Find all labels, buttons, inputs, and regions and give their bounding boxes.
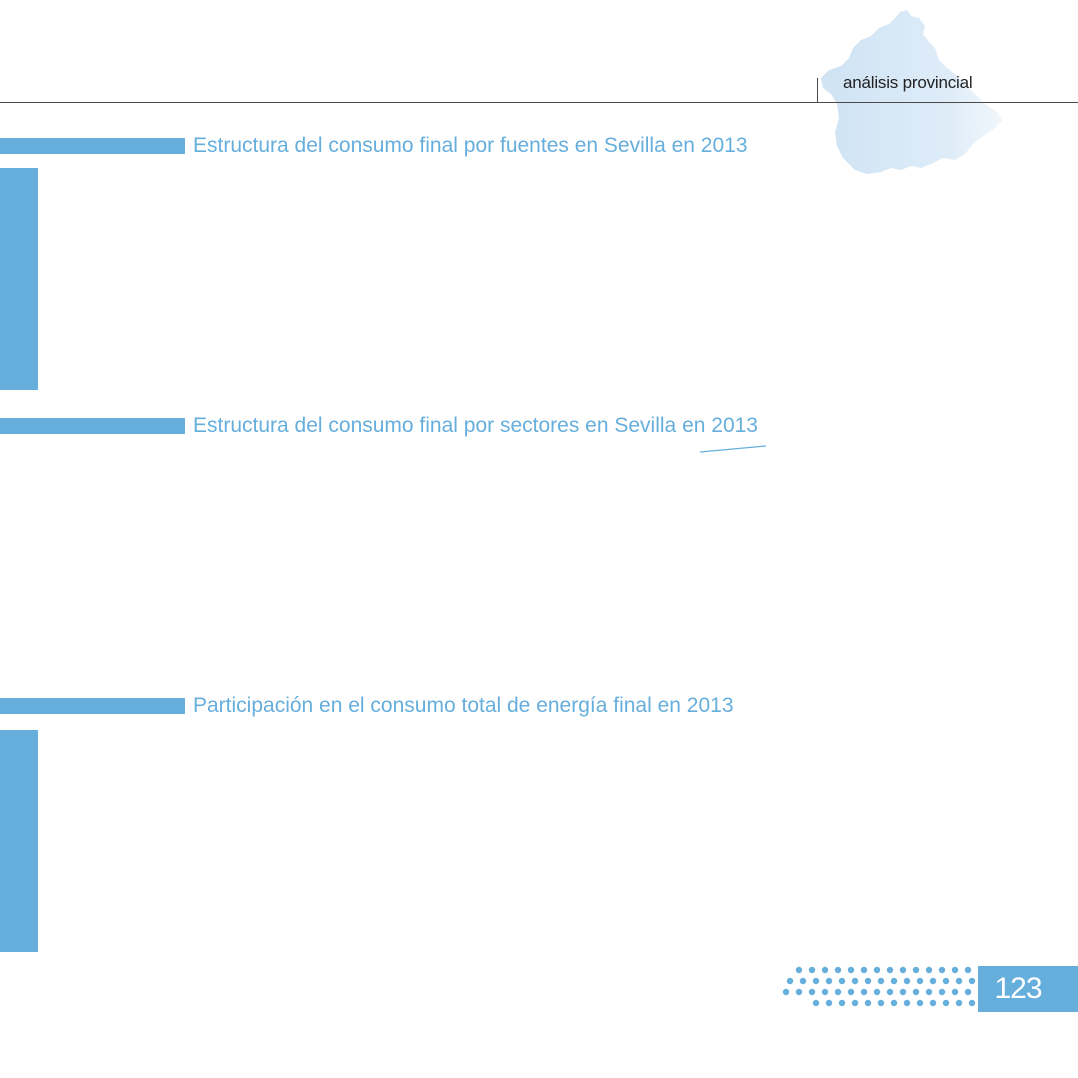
pattern-dot: [847, 988, 855, 996]
pattern-dot: [860, 988, 868, 996]
pattern-dot: [968, 999, 976, 1007]
pattern-dot: [834, 988, 842, 996]
pattern-dot: [886, 966, 894, 974]
pattern-dot: [925, 988, 933, 996]
pattern-dot: [968, 977, 976, 985]
pattern-dot: [964, 988, 972, 996]
pattern-dot: [786, 977, 794, 985]
pattern-dot: [812, 977, 820, 985]
pattern-dot: [899, 966, 907, 974]
pattern-dot: [821, 966, 829, 974]
pattern-dot: [912, 988, 920, 996]
pattern-dot: [903, 999, 911, 1007]
pattern-dot: [951, 966, 959, 974]
province-map-silhouette: [821, 10, 1003, 174]
page-number-box: 123: [978, 966, 1078, 1012]
pattern-dot: [838, 977, 846, 985]
pattern-dot: [873, 988, 881, 996]
header-rule: [0, 102, 1078, 103]
side-block-1: [0, 168, 38, 390]
pattern-dot: [812, 999, 820, 1007]
pattern-dot: [938, 966, 946, 974]
pattern-dot: [964, 966, 972, 974]
page-number: 123: [994, 972, 1042, 1005]
pattern-dot: [838, 999, 846, 1007]
decorative-stroke: [699, 445, 767, 453]
pattern-dot: [929, 977, 937, 985]
pattern-dot: [916, 999, 924, 1007]
decorative-dot-pattern: [782, 966, 976, 1007]
pattern-dot: [955, 999, 963, 1007]
pattern-dot: [938, 988, 946, 996]
pattern-dot: [942, 999, 950, 1007]
pattern-dot: [877, 999, 885, 1007]
pattern-dot: [925, 966, 933, 974]
pattern-dot: [782, 988, 790, 996]
pattern-dot: [916, 977, 924, 985]
header-tick: [817, 78, 818, 102]
side-block-3: [0, 730, 38, 952]
pattern-dot: [808, 988, 816, 996]
pattern-dot: [851, 977, 859, 985]
pattern-dot: [795, 966, 803, 974]
pattern-dot: [795, 988, 803, 996]
pattern-dot: [929, 999, 937, 1007]
pattern-dot: [912, 966, 920, 974]
pattern-dot: [864, 999, 872, 1007]
pattern-dot: [890, 999, 898, 1007]
pattern-dot: [825, 999, 833, 1007]
pattern-dot: [873, 966, 881, 974]
pattern-dot: [808, 966, 816, 974]
heading-bar-2: [0, 418, 185, 434]
pattern-dot: [886, 988, 894, 996]
heading-sectores: Estructura del consumo final por sectore…: [193, 414, 758, 437]
pattern-dot: [834, 966, 842, 974]
pattern-dot: [825, 977, 833, 985]
section-label: análisis provincial: [843, 73, 973, 92]
pattern-dot: [890, 977, 898, 985]
heading-bar-1: [0, 138, 185, 154]
pattern-dot: [903, 977, 911, 985]
pattern-dot: [951, 988, 959, 996]
pattern-dot: [955, 977, 963, 985]
pattern-dot: [864, 977, 872, 985]
pattern-dot: [851, 999, 859, 1007]
pattern-dot: [942, 977, 950, 985]
heading-bar-3: [0, 698, 185, 714]
pattern-dot: [899, 988, 907, 996]
pattern-dot: [877, 977, 885, 985]
pattern-dot: [821, 988, 829, 996]
pattern-dot: [847, 966, 855, 974]
heading-fuentes: Estructura del consumo final por fuentes…: [193, 134, 748, 157]
pattern-dot: [799, 977, 807, 985]
pattern-dot: [860, 966, 868, 974]
heading-participacion: Participación en el consumo total de ene…: [193, 694, 734, 717]
